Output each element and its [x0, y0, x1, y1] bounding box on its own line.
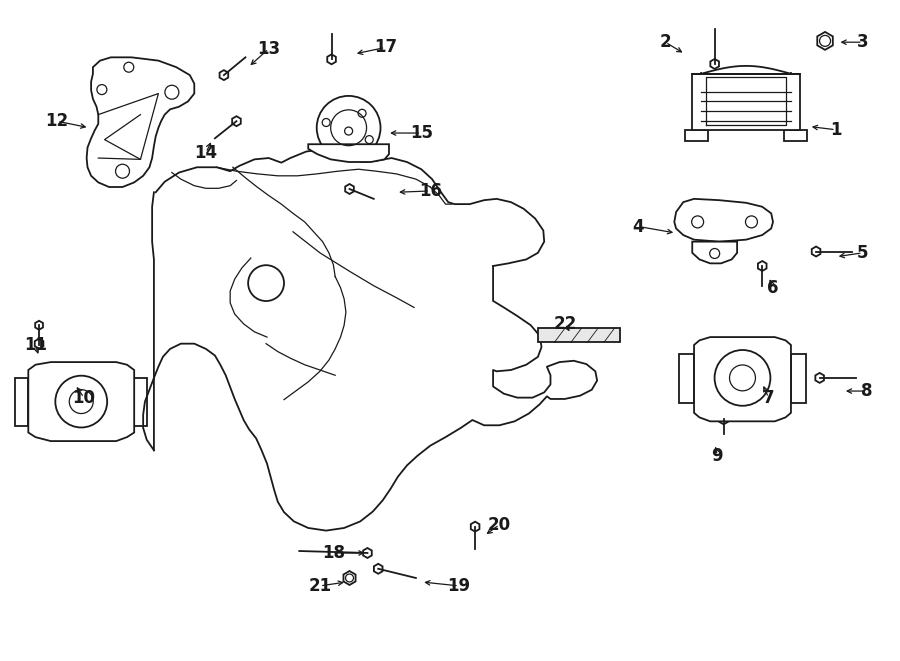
- Polygon shape: [86, 58, 194, 187]
- Text: 1: 1: [830, 121, 842, 139]
- Text: 12: 12: [46, 112, 68, 130]
- Polygon shape: [692, 74, 800, 130]
- Polygon shape: [685, 130, 708, 141]
- Text: 3: 3: [857, 33, 868, 51]
- Text: 18: 18: [322, 544, 345, 562]
- Polygon shape: [679, 354, 694, 403]
- Text: 11: 11: [24, 336, 47, 354]
- Polygon shape: [538, 328, 620, 342]
- Polygon shape: [694, 337, 791, 421]
- Text: 22: 22: [554, 315, 577, 333]
- Polygon shape: [674, 199, 773, 242]
- Polygon shape: [28, 362, 134, 441]
- Text: 6: 6: [767, 279, 778, 297]
- Polygon shape: [14, 378, 28, 426]
- Text: 14: 14: [194, 144, 218, 162]
- Text: 2: 2: [660, 33, 671, 51]
- Polygon shape: [308, 144, 389, 162]
- Text: 9: 9: [712, 447, 724, 465]
- Text: 15: 15: [410, 124, 433, 142]
- Polygon shape: [784, 130, 807, 141]
- Ellipse shape: [317, 96, 381, 160]
- Polygon shape: [692, 242, 737, 263]
- Polygon shape: [791, 354, 806, 403]
- Text: 20: 20: [488, 516, 511, 533]
- Text: 16: 16: [418, 182, 442, 200]
- Polygon shape: [344, 571, 356, 585]
- Text: 8: 8: [861, 382, 873, 400]
- Text: 4: 4: [633, 217, 644, 235]
- Polygon shape: [681, 215, 769, 233]
- Polygon shape: [35, 338, 43, 348]
- Text: 17: 17: [374, 38, 397, 56]
- Text: 10: 10: [72, 389, 95, 407]
- Text: 19: 19: [447, 577, 471, 595]
- Text: 21: 21: [309, 577, 331, 595]
- Polygon shape: [134, 378, 147, 426]
- Text: 5: 5: [857, 244, 868, 262]
- Text: 13: 13: [257, 40, 280, 58]
- Text: 7: 7: [762, 389, 774, 407]
